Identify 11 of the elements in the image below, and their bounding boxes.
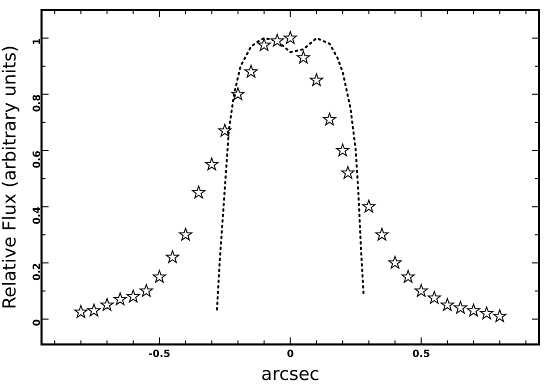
x-tick-label: 0 bbox=[286, 348, 294, 360]
y-tick-label: 0.2 bbox=[32, 262, 44, 281]
y-tick-label: 1 bbox=[32, 38, 44, 46]
x-tick-label: 0.5 bbox=[412, 348, 430, 360]
y-axis-title: Relative Flux (arbitrary units) bbox=[0, 45, 20, 310]
x-axis-title: arcsec bbox=[261, 364, 320, 385]
x-tick-label: -0.5 bbox=[148, 348, 170, 360]
y-tick-label: 0.6 bbox=[32, 150, 44, 168]
y-tick-label: 0.8 bbox=[32, 94, 44, 112]
y-tick-label: 0.4 bbox=[32, 206, 44, 224]
y-tick-label: 0 bbox=[32, 319, 44, 326]
